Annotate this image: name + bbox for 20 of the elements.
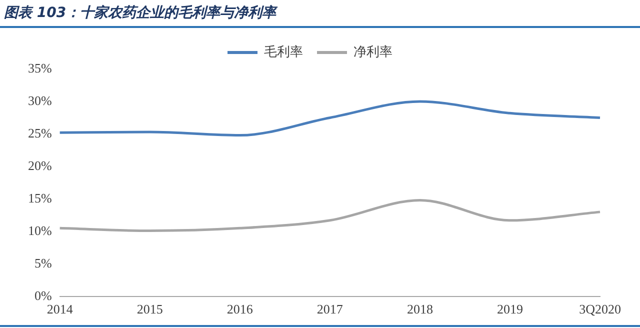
line-series — [58, 198, 602, 232]
x-tick-label: 2019 — [496, 302, 523, 317]
x-tick-label: 2018 — [406, 302, 433, 317]
y-tick-label: 25% — [28, 125, 52, 140]
legend-label: 净利率 — [354, 44, 392, 60]
y-tick-label: 35% — [28, 60, 52, 76]
y-tick-label: 5% — [34, 255, 52, 270]
y-tick-label: 20% — [28, 158, 52, 173]
y-tick-label: 30% — [28, 92, 52, 108]
legend-label: 毛利率 — [264, 44, 303, 60]
x-tick-label: 2016 — [226, 302, 254, 317]
y-tick-label: 0% — [34, 288, 52, 303]
chart-title: 图表 103：十家农药企业的毛利率与净利率 — [4, 4, 276, 22]
y-tick-label: 15% — [28, 190, 52, 206]
line-series — [58, 100, 602, 137]
x-tick-label: 3Q2020 — [579, 302, 621, 317]
x-tick-label: 2014 — [46, 302, 74, 317]
x-tick-label: 2015 — [136, 302, 163, 317]
x-tick-label: 2017 — [316, 302, 344, 317]
y-tick-label: 10% — [28, 222, 52, 238]
